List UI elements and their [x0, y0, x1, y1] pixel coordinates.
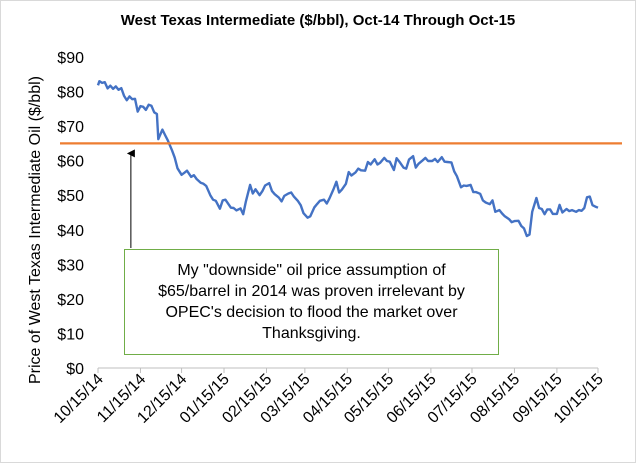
wti-price-line [96, 79, 599, 238]
y-tick-label: $70 [57, 119, 84, 136]
y-tick-label: $10 [57, 326, 84, 343]
annotation-callout: My "downside" oil price assumption of $6… [124, 249, 499, 355]
y-tick-label: $20 [57, 292, 84, 309]
y-tick-label: $80 [57, 85, 84, 102]
y-axis: $0 $10 $20 $30 $40 $50 $60 $70 $80 $90 [57, 50, 84, 378]
x-axis: 10/15/1411/15/1412/15/1401/15/1502/15/15… [51, 367, 607, 427]
y-tick-label: $0 [66, 361, 84, 378]
chart-title: West Texas Intermediate ($/bbl), Oct-14 … [120, 12, 516, 29]
annotation-text: My "downside" oil price assumption of $6… [158, 262, 465, 342]
y-tick-label: $50 [57, 188, 84, 205]
y-tick-label: $90 [57, 50, 84, 67]
y-tick-label: $40 [57, 223, 84, 240]
y-tick-label: $60 [57, 154, 84, 171]
y-tick-label: $30 [57, 257, 84, 274]
